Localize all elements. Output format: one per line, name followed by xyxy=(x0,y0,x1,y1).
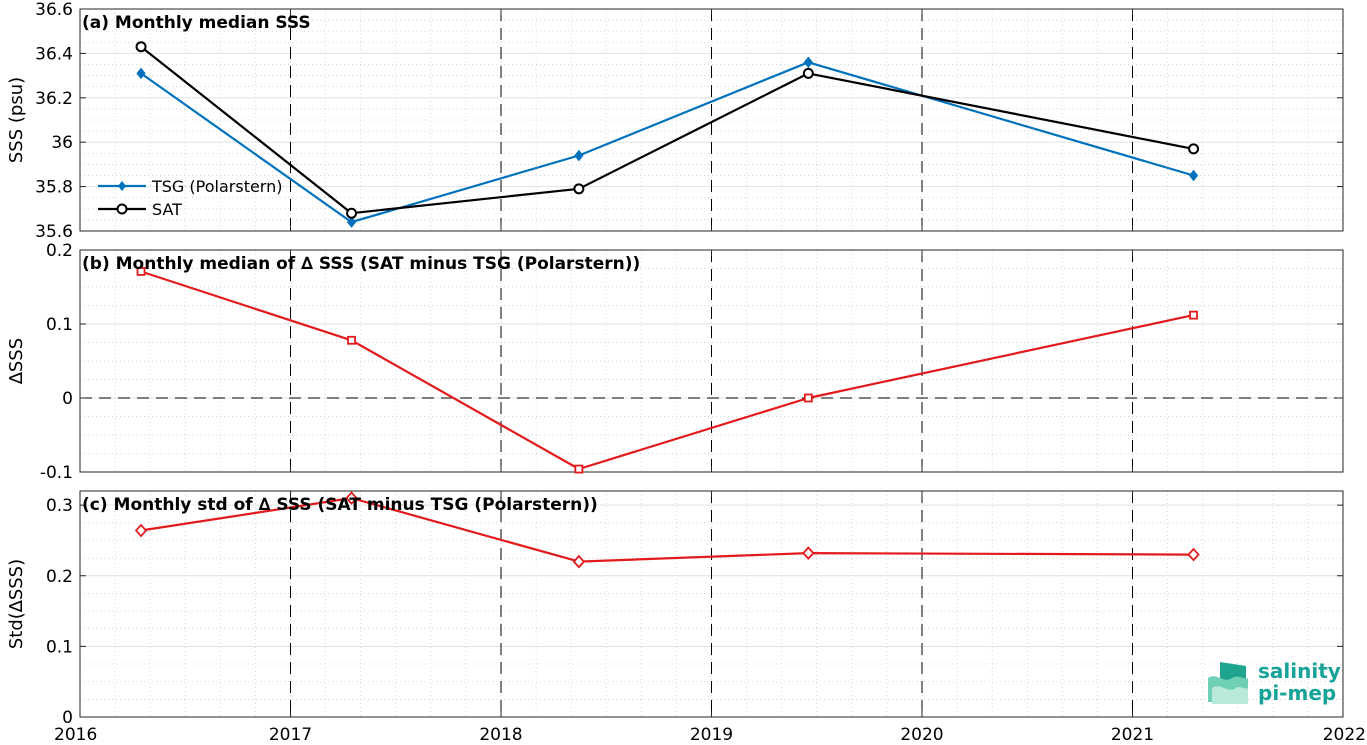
panel-title: (b) Monthly median of ∆ SSS (SAT minus T… xyxy=(82,254,640,274)
y-tick-label: 36.6 xyxy=(35,0,73,20)
legend-label-tsg: TSG (Polarstern) xyxy=(151,177,282,196)
x-tick-label: 2022 xyxy=(1323,725,1366,745)
legend-marker-sat xyxy=(116,203,128,215)
logo-text-line2: pi-mep xyxy=(1258,681,1336,705)
x-axis: 2016 2017 2018 2019 2020 2021 2022 xyxy=(54,725,1366,745)
data-point-sat xyxy=(135,41,147,53)
data-point-tsg xyxy=(346,216,357,228)
panel-c: 0 0.1 0.2 0.3 Std(∆SSS) (c) Monthly std of ∆ … xyxy=(6,490,1344,728)
data-point-delta xyxy=(803,393,813,403)
x-tick-label: 2020 xyxy=(900,725,943,745)
y-tick-label: 0.1 xyxy=(46,315,73,335)
series-line-delta xyxy=(140,270,1194,471)
panels: 35.6 35.8 36 36.2 36.4 36.6 SSS (psu) (a) Month… xyxy=(6,0,1344,728)
y-tick-label: 0 xyxy=(62,708,73,728)
y-tick-label: 0.2 xyxy=(46,567,73,587)
legend-marker-tsg xyxy=(118,181,126,191)
x-tick-label: 2016 xyxy=(54,725,97,745)
data-point-delta xyxy=(574,464,584,474)
logo-mark-front xyxy=(1212,686,1248,704)
y-axis-label: ∆SSS xyxy=(6,338,27,385)
panel-title: (c) Monthly std of ∆ SSS (SAT minus TSG … xyxy=(82,495,598,515)
data-point-sat xyxy=(802,67,814,79)
panel-title: (a) Monthly median SSS xyxy=(82,13,311,33)
data-point-delta xyxy=(136,267,146,276)
data-point-sat xyxy=(1188,143,1200,155)
panel-b: -0.1 0 0.1 0.2 ∆SSS (b) Monthly median of ∆ S… xyxy=(6,241,1344,483)
data-point-tsg xyxy=(574,149,584,162)
y-tick-label: 0.3 xyxy=(46,496,73,516)
legend-label-sat: SAT xyxy=(152,200,182,219)
y-tick-label: 0 xyxy=(62,389,73,409)
y-tick-label: -0.1 xyxy=(40,463,73,483)
y-tick-label: 36.2 xyxy=(35,89,73,109)
data-point-std xyxy=(345,491,358,505)
y-axis-label: Std(∆SSS) xyxy=(6,559,27,649)
y-tick-label: 35.6 xyxy=(35,222,73,242)
salinity-pi-mep-logo: salinity pi-mep xyxy=(1208,659,1341,705)
x-tick-label: 2017 xyxy=(269,725,312,745)
y-tick-label: 0.2 xyxy=(46,241,73,261)
panel-a: 35.6 35.8 36 36.2 36.4 36.6 SSS (psu) (a) Month… xyxy=(6,0,1344,242)
x-tick-label: 2018 xyxy=(479,725,522,745)
data-point-tsg xyxy=(136,67,146,80)
y-axis-label: SSS (psu) xyxy=(6,77,27,163)
y-tick-label: 35.8 xyxy=(35,178,73,198)
data-point-std xyxy=(572,554,586,569)
data-point-tsg xyxy=(1188,169,1199,182)
x-tick-label: 2021 xyxy=(1111,725,1154,745)
data-point-std xyxy=(134,523,148,538)
y-tick-label: 0.1 xyxy=(46,637,73,657)
data-point-std xyxy=(802,546,815,560)
data-point-delta xyxy=(1189,310,1198,320)
data-point-std xyxy=(1187,547,1200,562)
data-point-tsg xyxy=(803,56,813,69)
x-tick-label: 2019 xyxy=(690,725,733,745)
data-point-delta xyxy=(347,335,356,345)
y-tick-label: 36 xyxy=(51,133,73,153)
data-point-sat xyxy=(573,183,585,195)
logo-text-line1: salinity xyxy=(1258,659,1341,683)
data-point-sat xyxy=(346,207,358,219)
y-tick-label: 36.4 xyxy=(35,44,73,64)
legend: TSG (Polarstern) SAT xyxy=(98,177,282,219)
